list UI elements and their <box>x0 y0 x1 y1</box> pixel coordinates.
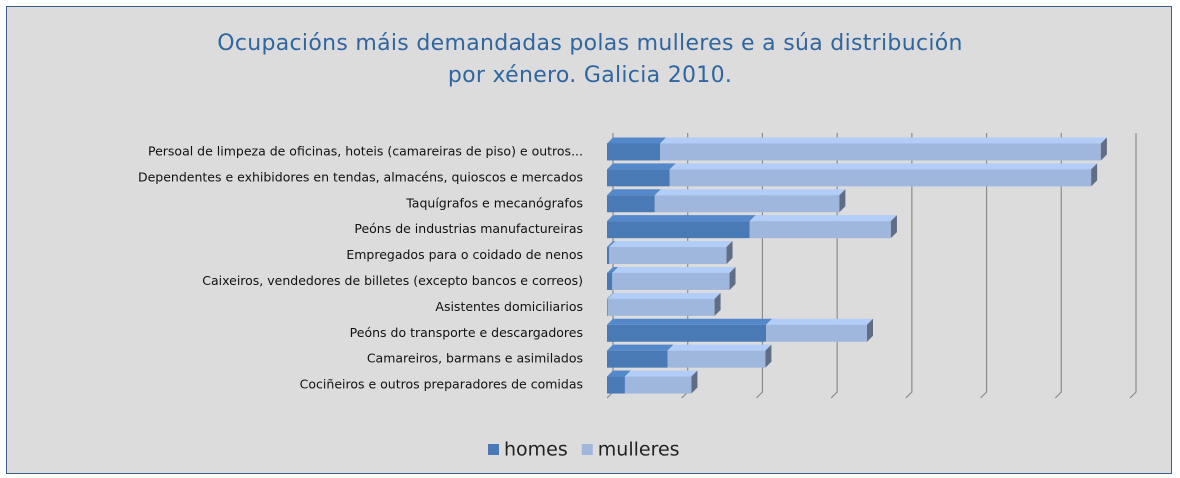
bar-side <box>726 241 733 265</box>
bar-top <box>607 292 721 299</box>
bar-side <box>765 344 772 368</box>
bar <box>607 298 715 316</box>
legend-label: homes <box>504 439 568 461</box>
y-tick-label: Taquígrafos e mecanógrafos <box>405 195 583 210</box>
bar-top <box>667 344 772 351</box>
bar <box>660 143 1101 161</box>
bar <box>607 376 625 394</box>
bar <box>667 350 766 368</box>
grid-line <box>905 133 913 399</box>
bar-top <box>669 163 1098 170</box>
legend-swatch <box>581 444 593 455</box>
bar-top <box>607 318 773 325</box>
y-tick-label: Dependentes e exhibidores en tendas, alm… <box>138 169 583 184</box>
bar <box>612 272 730 290</box>
chart-title: Ocupacións máis demandadas polas mullere… <box>217 31 963 88</box>
bar <box>669 169 1092 187</box>
legend-label: mulleres <box>598 439 680 461</box>
bar-top <box>607 292 614 299</box>
bar <box>654 195 840 213</box>
grid-line <box>1054 133 1062 399</box>
bar-top <box>607 163 676 170</box>
bar <box>607 272 613 290</box>
grid-line <box>980 133 988 399</box>
bar-top <box>609 241 733 248</box>
bar-side <box>890 215 897 239</box>
bar <box>766 324 868 342</box>
bar <box>607 247 610 265</box>
bar <box>607 298 608 316</box>
bar-top <box>607 266 619 273</box>
y-tick-label: Camareiros, barmans e asimilados <box>367 351 583 366</box>
bar-top <box>607 189 661 196</box>
bar-top <box>624 370 698 377</box>
y-tick-label: Persoal de limpeza de oficinas, hoteis (… <box>148 143 583 158</box>
bar <box>607 169 670 187</box>
bar-top <box>749 215 897 222</box>
bar-top <box>607 241 616 248</box>
bar-top <box>660 137 1107 144</box>
y-tick-label: Asistentes domiciliarios <box>435 299 583 314</box>
y-tick-label: Caixeiros, vendedores de billetes (excep… <box>202 273 583 288</box>
bar-top <box>607 137 667 144</box>
bar-side <box>1091 163 1098 187</box>
y-tick-label: Peóns do transporte e descargadores <box>350 325 583 340</box>
bar-side <box>839 189 846 213</box>
bar-top <box>766 318 874 325</box>
bar <box>607 195 655 213</box>
bar <box>607 221 750 239</box>
grid-line <box>1129 133 1137 399</box>
bar-top <box>612 266 736 273</box>
bar-top <box>607 370 631 377</box>
y-tick-label: Empregados para o coidado de nenos <box>346 247 583 262</box>
bar <box>607 350 668 368</box>
bar-side <box>867 318 874 342</box>
bar <box>624 376 692 394</box>
y-tick-label: Peóns de industrias manufactureiras <box>354 221 583 236</box>
bar <box>607 324 767 342</box>
y-tick-label: Cociñeiros e outros preparadores de comi… <box>300 377 583 392</box>
bar-top <box>607 344 674 351</box>
bar <box>607 143 661 161</box>
chart-frame <box>6 6 1172 474</box>
bar-top <box>654 189 846 196</box>
bar-side <box>714 292 721 316</box>
bar-side <box>1100 137 1107 161</box>
bar-side <box>729 266 736 290</box>
bar <box>749 221 891 239</box>
bar <box>609 247 727 265</box>
bar-top <box>607 215 756 222</box>
bar-side <box>691 370 698 394</box>
legend-swatch <box>488 444 499 455</box>
